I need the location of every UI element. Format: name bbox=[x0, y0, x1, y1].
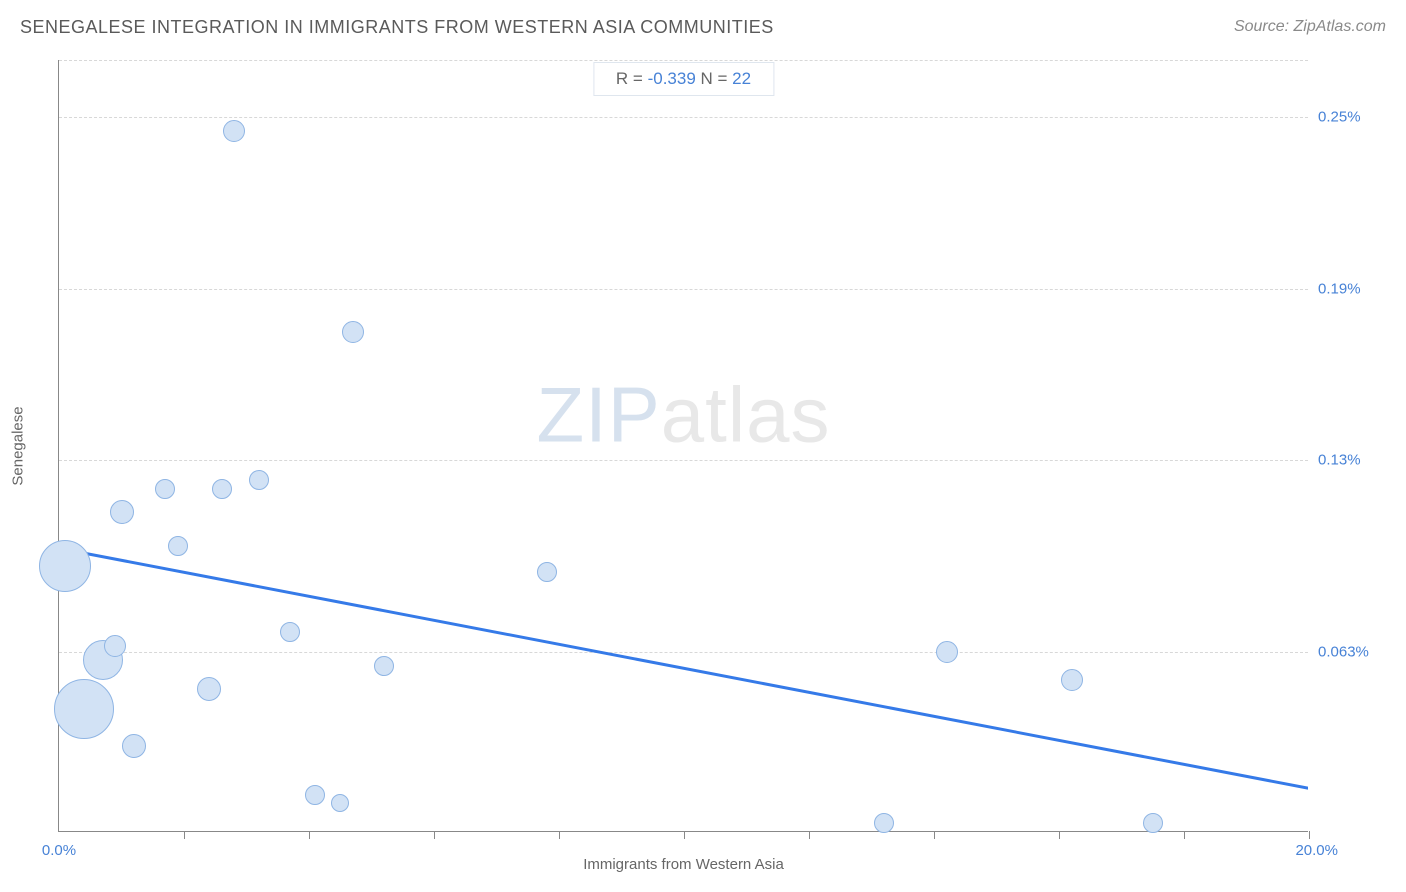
gridline-h bbox=[59, 117, 1308, 118]
data-point bbox=[874, 813, 894, 833]
data-point bbox=[1061, 669, 1083, 691]
x-max-label: 20.0% bbox=[1295, 842, 1338, 859]
x-tick bbox=[184, 831, 185, 839]
data-point bbox=[342, 321, 364, 343]
x-tick bbox=[559, 831, 560, 839]
x-tick bbox=[434, 831, 435, 839]
gridline-h bbox=[59, 60, 1308, 61]
x-tick bbox=[934, 831, 935, 839]
chart-area: Senegalese R = -0.339 N = 22 ZIPatlas Im… bbox=[48, 60, 1348, 832]
data-point bbox=[331, 794, 349, 812]
x-tick bbox=[1309, 831, 1310, 839]
data-point bbox=[104, 635, 126, 657]
data-point bbox=[168, 536, 188, 556]
data-point bbox=[212, 479, 232, 499]
x-axis-label: Immigrants from Western Asia bbox=[59, 856, 1308, 873]
y-axis-label: Senegalese bbox=[10, 406, 27, 485]
data-point bbox=[1143, 813, 1163, 833]
watermark-atlas: atlas bbox=[661, 370, 831, 458]
x-tick bbox=[309, 831, 310, 839]
x-min-label: 0.0% bbox=[42, 842, 76, 859]
n-label: N = bbox=[696, 69, 732, 88]
watermark-zip: ZIP bbox=[536, 370, 660, 458]
correlation-stats-box: R = -0.339 N = 22 bbox=[593, 62, 774, 96]
y-tick-label: 0.063% bbox=[1318, 643, 1378, 660]
data-point bbox=[374, 656, 394, 676]
x-tick bbox=[684, 831, 685, 839]
x-tick bbox=[809, 831, 810, 839]
chart-title: SENEGALESE INTEGRATION IN IMMIGRANTS FRO… bbox=[20, 17, 774, 38]
data-point bbox=[305, 785, 325, 805]
y-tick-label: 0.25% bbox=[1318, 109, 1378, 126]
data-point bbox=[936, 641, 958, 663]
x-tick bbox=[1184, 831, 1185, 839]
watermark: ZIPatlas bbox=[536, 369, 830, 460]
n-value: 22 bbox=[732, 69, 751, 88]
chart-header: SENEGALESE INTEGRATION IN IMMIGRANTS FRO… bbox=[0, 0, 1406, 54]
data-point bbox=[537, 562, 557, 582]
data-point bbox=[122, 734, 146, 758]
gridline-h bbox=[59, 460, 1308, 461]
x-tick bbox=[1059, 831, 1060, 839]
trend-line bbox=[59, 60, 1308, 831]
y-tick-label: 0.19% bbox=[1318, 280, 1378, 297]
r-value: -0.339 bbox=[648, 69, 696, 88]
y-tick-label: 0.13% bbox=[1318, 452, 1378, 469]
data-point bbox=[197, 677, 221, 701]
data-point bbox=[54, 679, 114, 739]
data-point bbox=[110, 500, 134, 524]
r-label: R = bbox=[616, 69, 648, 88]
data-point bbox=[155, 479, 175, 499]
data-point bbox=[249, 470, 269, 490]
gridline-h bbox=[59, 652, 1308, 653]
data-point bbox=[280, 622, 300, 642]
gridline-h bbox=[59, 289, 1308, 290]
plot-region: R = -0.339 N = 22 ZIPatlas Immigrants fr… bbox=[58, 60, 1308, 832]
data-point bbox=[223, 120, 245, 142]
data-point bbox=[39, 540, 91, 592]
source-attribution: Source: ZipAtlas.com bbox=[1234, 18, 1386, 36]
